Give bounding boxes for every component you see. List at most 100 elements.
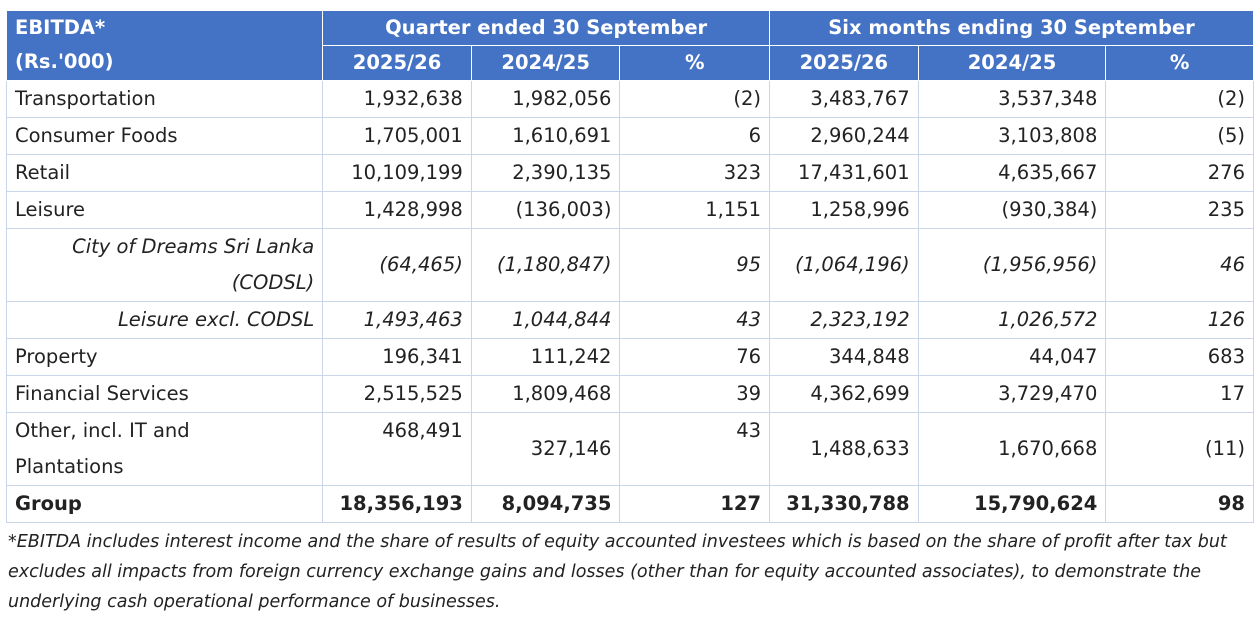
cell-value: 327,146 — [470, 412, 621, 486]
cell-value: 1,428,998 — [322, 191, 472, 229]
cell-value: 111,242 — [470, 338, 621, 376]
col-header-h-2024-25: 2024/25 — [917, 45, 1107, 81]
cell-value: 3,729,470 — [917, 375, 1107, 413]
cell-value: 17 — [1105, 375, 1254, 413]
col-header-q-2025-26: 2025/26 — [322, 45, 472, 81]
cell-value: 1,809,468 — [470, 375, 621, 413]
cell-value: 1,670,668 — [917, 412, 1107, 486]
table-row: Other, incl. IT and Plantations 468,491 … — [5, 412, 1254, 486]
cell-value: (136,003) — [470, 191, 621, 229]
cell-value: 344,848 — [769, 338, 919, 376]
cell-value: 76 — [619, 338, 771, 376]
cell-value: (1,180,847) — [470, 228, 621, 302]
cell-value: (1,064,196) — [769, 228, 919, 302]
cell-value: 323 — [619, 154, 771, 192]
row-label-line1: City of Dreams Sri Lanka — [72, 235, 315, 258]
cell-value: 196,341 — [322, 338, 472, 376]
cell-value: 31,330,788 — [769, 485, 919, 523]
quarter-group-header: Quarter ended 30 September — [322, 10, 771, 46]
cell-value: (5) — [1105, 117, 1254, 155]
col-header-q-pct: % — [619, 45, 771, 81]
row-label: Financial Services — [5, 375, 324, 413]
cell-value: 4,635,667 — [917, 154, 1107, 192]
cell-value: 1,493,463 — [322, 301, 472, 339]
col-header-q-2024-25: 2024/25 — [470, 45, 621, 81]
header-row-years: 2025/26 2024/25 % 2025/26 2024/25 % — [7, 45, 1254, 81]
table-row-subitem: City of Dreams Sri Lanka (CODSL) (64,465… — [5, 228, 1254, 302]
cell-value: 468,491 — [322, 412, 472, 486]
cell-value: (1,956,956) — [917, 228, 1107, 302]
cell-value: 17,431,601 — [769, 154, 919, 192]
ebitda-footnote: *EBITDA includes interest income and the… — [8, 532, 1227, 612]
row-label: Consumer Foods — [5, 117, 324, 155]
cell-value: 2,515,525 — [322, 375, 472, 413]
cell-value: 18,356,193 — [322, 485, 472, 523]
cell-value: 44,047 — [917, 338, 1107, 376]
cell-value: 39 — [619, 375, 771, 413]
table-row: Financial Services 2,515,525 1,809,468 3… — [5, 375, 1254, 413]
cell-value: 276 — [1105, 154, 1254, 192]
cell-value: 1,932,638 — [322, 80, 472, 118]
table-row: Retail 10,109,199 2,390,135 323 17,431,6… — [5, 154, 1254, 192]
row-label: Leisure — [5, 191, 324, 229]
cell-value: 683 — [1105, 338, 1254, 376]
row-label: City of Dreams Sri Lanka (CODSL) — [5, 228, 324, 302]
table-row: Property 196,341 111,242 76 344,848 44,0… — [5, 338, 1254, 376]
cell-value: 98 — [1105, 485, 1254, 523]
row-label-line2: (CODSL) — [231, 271, 315, 294]
row-label: Group — [5, 485, 324, 523]
cell-value: 1,044,844 — [470, 301, 621, 339]
row-label: Retail — [5, 154, 324, 192]
cell-value: 1,610,691 — [470, 117, 621, 155]
cell-value: 8,094,735 — [470, 485, 621, 523]
cell-value: 15,790,624 — [917, 485, 1107, 523]
cell-value: 3,537,348 — [917, 80, 1107, 118]
cell-value: (2) — [1105, 80, 1254, 118]
cell-value: 46 — [1105, 228, 1254, 302]
cell-value: 3,483,767 — [769, 80, 919, 118]
cell-value: (2) — [619, 80, 771, 118]
cell-value: 1,705,001 — [322, 117, 472, 155]
row-label-line1: Other, incl. IT and — [15, 419, 190, 442]
cell-value: (930,384) — [917, 191, 1107, 229]
row-label: Property — [5, 338, 324, 376]
col-header-h-pct: % — [1105, 45, 1254, 81]
cell-value: 235 — [1105, 191, 1254, 229]
cell-value: (11) — [1105, 412, 1254, 486]
row-label-line2: Plantations — [15, 455, 124, 478]
col-header-h-2025-26: 2025/26 — [769, 45, 919, 81]
cell-value: 43 — [619, 412, 771, 486]
row-label: Leisure excl. CODSL — [5, 301, 324, 339]
cell-value: 10,109,199 — [322, 154, 472, 192]
header-label-line1: EBITDA* — [15, 16, 106, 39]
table-row: Consumer Foods 1,705,001 1,610,691 6 2,9… — [5, 117, 1254, 155]
cell-value: 3,103,808 — [917, 117, 1107, 155]
row-label: Other, incl. IT and Plantations — [5, 412, 324, 486]
table-row: Leisure 1,428,998 (136,003) 1,151 1,258,… — [5, 191, 1254, 229]
table-row-total: Group 18,356,193 8,094,735 127 31,330,78… — [5, 485, 1254, 523]
table-row: Transportation 1,932,638 1,982,056 (2) 3… — [5, 80, 1254, 118]
header-row-groups: EBITDA* (Rs.'000) Quarter ended 30 Septe… — [5, 10, 1254, 81]
header-label-line2: (Rs.'000) — [15, 50, 114, 73]
table-row-subitem: Leisure excl. CODSL 1,493,463 1,044,844 … — [5, 301, 1254, 339]
cell-value: 1,026,572 — [917, 301, 1107, 339]
row-label-header: EBITDA* (Rs.'000) — [5, 10, 324, 81]
cell-value: 1,982,056 — [470, 80, 621, 118]
ebitda-table: EBITDA* (Rs.'000) Quarter ended 30 Septe… — [5, 10, 1254, 523]
cell-value: 126 — [1105, 301, 1254, 339]
cell-value: 6 — [619, 117, 771, 155]
cell-value: 127 — [619, 485, 771, 523]
cell-value: 95 — [619, 228, 771, 302]
cell-value: 1,151 — [619, 191, 771, 229]
cell-value: 2,323,192 — [769, 301, 919, 339]
cell-value: (64,465) — [322, 228, 472, 302]
cell-value: 1,258,996 — [769, 191, 919, 229]
row-label: Transportation — [5, 80, 324, 118]
six-month-group-header: Six months ending 30 September — [769, 10, 1254, 46]
cell-value: 4,362,699 — [769, 375, 919, 413]
cell-value: 2,960,244 — [769, 117, 919, 155]
cell-value: 2,390,135 — [470, 154, 621, 192]
cell-value: 1,488,633 — [769, 412, 919, 486]
cell-value: 43 — [619, 301, 771, 339]
